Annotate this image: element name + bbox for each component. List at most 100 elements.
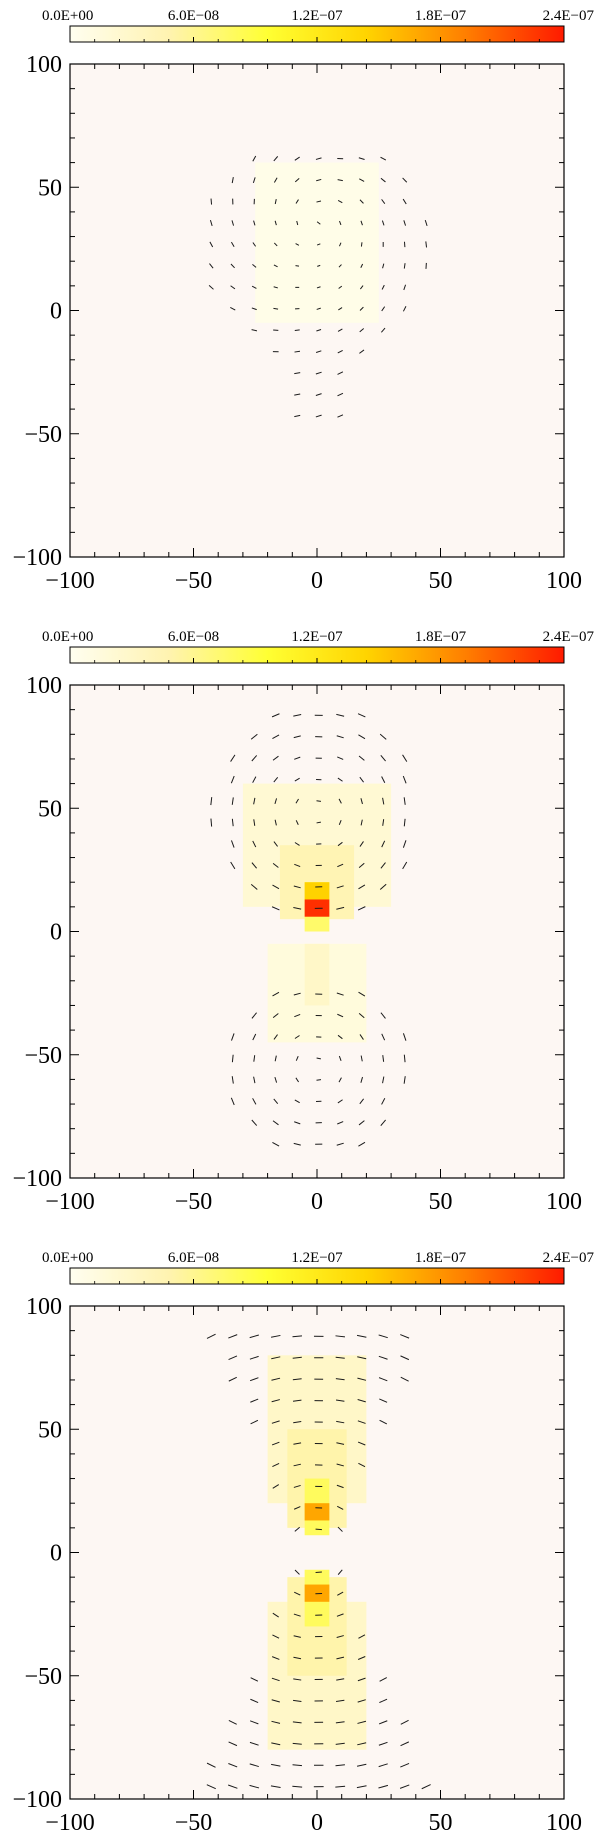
y-tick-label: −50 — [24, 1664, 62, 1690]
vector — [337, 1013, 344, 1018]
y-tick-label: −50 — [24, 1043, 62, 1069]
vector — [253, 1076, 256, 1084]
vector — [380, 755, 386, 762]
vector — [295, 798, 299, 804]
vector — [337, 777, 343, 782]
vector — [251, 307, 257, 311]
vector — [338, 798, 342, 804]
vector — [402, 1033, 407, 1041]
vector — [357, 713, 366, 718]
colorbar-tick-label: 0.0E+00 — [42, 1250, 93, 1266]
vector — [380, 156, 387, 161]
vector — [274, 1076, 278, 1083]
x-tick-label: −50 — [175, 1810, 213, 1836]
vector — [274, 819, 277, 826]
vector — [250, 1677, 259, 1682]
y-tick-label: 0 — [50, 920, 62, 946]
vector — [249, 1334, 259, 1339]
vector — [294, 177, 300, 183]
vector — [316, 800, 322, 802]
vector — [293, 1699, 302, 1702]
vector — [271, 1441, 280, 1446]
vector — [358, 991, 366, 997]
vector — [251, 862, 257, 869]
vector — [337, 1099, 343, 1104]
vector — [249, 1355, 259, 1360]
vector — [335, 1335, 345, 1338]
colorbar-tick-label: 6.0E−08 — [168, 629, 219, 645]
vector — [271, 1720, 281, 1724]
vector — [273, 1098, 279, 1105]
y-tick-label: 50 — [38, 1417, 62, 1443]
x-tick-label: −50 — [175, 568, 213, 594]
vector — [273, 242, 278, 247]
vector — [316, 1079, 322, 1081]
vector — [403, 220, 407, 226]
panel-top: 0.0E+00 6.0E−08 1.2E−07 1.8E−07 2.4E−07−100−… — [12, 8, 594, 594]
vector — [381, 306, 386, 312]
vector — [253, 1055, 256, 1062]
vector — [338, 1055, 342, 1061]
vector — [294, 1013, 301, 1018]
vector — [382, 797, 385, 805]
vector — [403, 284, 407, 291]
vector — [337, 1505, 344, 1510]
vector — [249, 1784, 260, 1789]
vector — [316, 328, 322, 332]
vector — [402, 198, 407, 205]
vector — [273, 841, 278, 847]
vector — [403, 1076, 406, 1084]
heat-cell — [304, 943, 330, 1006]
vector — [337, 414, 344, 418]
vector — [380, 1012, 386, 1019]
vector — [336, 1142, 344, 1146]
heat-cell — [304, 1584, 330, 1602]
vector — [230, 754, 236, 762]
vector — [381, 284, 385, 290]
vector — [253, 797, 256, 805]
vector — [272, 734, 280, 739]
vector — [294, 777, 300, 782]
vector — [335, 1699, 345, 1703]
vector — [339, 220, 342, 226]
y-tick-label: 0 — [50, 299, 62, 325]
vector — [336, 735, 344, 739]
vector — [336, 1678, 345, 1681]
colorbar-tick-label: 0.0E+00 — [42, 629, 93, 645]
vector — [271, 1356, 281, 1360]
vector — [252, 242, 257, 247]
vector — [228, 1763, 238, 1768]
colorbar-tick-label: 2.4E−07 — [543, 8, 595, 24]
vector — [271, 1677, 280, 1682]
vector — [359, 841, 364, 847]
vector — [338, 307, 343, 311]
vector — [400, 1355, 410, 1361]
vector — [359, 285, 364, 290]
vector — [359, 328, 365, 333]
vector — [293, 1484, 301, 1488]
vector — [335, 1356, 345, 1359]
vector — [272, 755, 279, 761]
vector — [292, 1785, 303, 1788]
vector — [335, 1764, 345, 1767]
vector — [335, 1785, 346, 1788]
y-tick-label: −100 — [12, 545, 62, 571]
heat-cell — [255, 162, 379, 323]
vector — [231, 220, 235, 226]
vector — [271, 1699, 280, 1703]
colorbar-tick-label: 0.0E+00 — [42, 8, 93, 24]
vector — [209, 263, 214, 269]
vector — [293, 1678, 302, 1681]
vector — [381, 1097, 386, 1105]
colorbar-tick-label: 1.8E−07 — [415, 1250, 467, 1266]
panel-middle: 0.0E+00 6.0E−08 1.2E−07 1.8E−07 2.4E−07−100−… — [12, 629, 594, 1215]
vector — [315, 414, 322, 418]
colorbar-tick-label: 1.2E−07 — [291, 1250, 343, 1266]
vector — [296, 220, 299, 226]
vector — [317, 264, 321, 267]
vector — [250, 733, 258, 740]
vector — [359, 776, 364, 783]
vector — [315, 350, 322, 353]
vector — [251, 1012, 257, 1019]
